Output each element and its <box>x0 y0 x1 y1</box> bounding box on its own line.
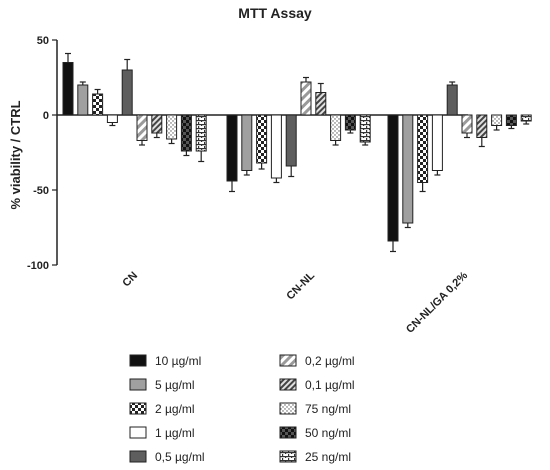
legend-swatch <box>279 426 297 439</box>
bar <box>417 114 429 183</box>
legend-item: 0,5 µg/ml <box>129 450 205 464</box>
bar <box>180 114 192 152</box>
bar <box>387 114 399 242</box>
legend-item: 10 µg/ml <box>129 354 201 368</box>
bar <box>285 114 297 167</box>
chart-title: MTT Assay <box>238 5 312 21</box>
legend-swatch <box>129 378 147 391</box>
y-tick-label: 0 <box>43 110 49 122</box>
bar <box>402 114 414 224</box>
bar <box>330 114 342 141</box>
bar <box>106 114 118 123</box>
legend-item: 5 µg/ml <box>129 378 195 392</box>
legend-swatch <box>279 450 297 463</box>
bar <box>62 62 74 116</box>
bar <box>270 114 282 179</box>
legend-item: 2 µg/ml <box>129 402 195 416</box>
bar <box>256 114 268 164</box>
bar <box>461 114 473 134</box>
bar <box>315 92 327 116</box>
y-tick-label: 50 <box>37 35 49 47</box>
y-axis-label: % viability / CTRL <box>8 100 23 209</box>
bar <box>344 114 356 131</box>
y-tick-label: -50 <box>33 185 49 197</box>
bar <box>520 114 532 122</box>
category-label: CN-NL/GA 0,2% <box>404 269 470 335</box>
legend-label: 0,5 µg/ml <box>155 450 205 464</box>
bar-group <box>62 52 207 163</box>
bar <box>121 69 133 116</box>
legend-swatch <box>279 402 297 415</box>
bar <box>505 114 517 126</box>
legend-swatch <box>129 450 147 463</box>
legend-label: 1 µg/ml <box>155 426 195 440</box>
bar-group <box>387 81 532 253</box>
legend-label: 0,2 µg/ml <box>305 354 355 368</box>
bar <box>77 84 89 116</box>
y-tick-label: -100 <box>27 260 49 272</box>
bars-layer: CN CN-NL CN-NL/GA 0,2% <box>62 52 532 336</box>
legend-label: 0,1 µg/ml <box>305 378 355 392</box>
legend-item: 1 µg/ml <box>129 426 195 440</box>
bar <box>151 114 163 134</box>
legend-item: 25 ng/ml <box>279 450 351 464</box>
category-label: CN <box>120 270 140 290</box>
legend-swatch <box>279 378 297 391</box>
bar <box>241 114 253 171</box>
legend-label: 5 µg/ml <box>155 378 195 392</box>
legend-swatch <box>129 426 147 439</box>
category-label: CN-NL <box>284 269 317 302</box>
legend-label: 2 µg/ml <box>155 402 195 416</box>
bar <box>92 93 104 116</box>
legend-item: 50 ng/ml <box>279 426 351 440</box>
bar <box>476 114 488 138</box>
legend-item: 0,2 µg/ml <box>279 354 355 368</box>
legend: 10 µg/ml 5 µg/ml 2 µg/ml 1 µg/ml 0,5 µg/ml 0,… <box>129 354 355 464</box>
bar-group <box>226 76 371 193</box>
legend-item: 0,1 µg/ml <box>279 378 355 392</box>
bar <box>166 114 178 140</box>
bar <box>446 84 458 116</box>
legend-swatch <box>129 402 147 415</box>
legend-swatch <box>129 354 147 367</box>
bar <box>195 114 207 152</box>
bar <box>431 114 443 171</box>
bar <box>300 81 312 116</box>
bar <box>226 114 238 182</box>
legend-label: 10 µg/ml <box>155 354 201 368</box>
bar <box>136 114 148 141</box>
legend-item: 75 ng/ml <box>279 402 351 416</box>
bar <box>491 114 503 126</box>
legend-label: 25 ng/ml <box>305 450 351 464</box>
legend-swatch <box>279 354 297 367</box>
legend-label: 75 ng/ml <box>305 402 351 416</box>
bar <box>359 114 371 143</box>
legend-label: 50 ng/ml <box>305 426 351 440</box>
